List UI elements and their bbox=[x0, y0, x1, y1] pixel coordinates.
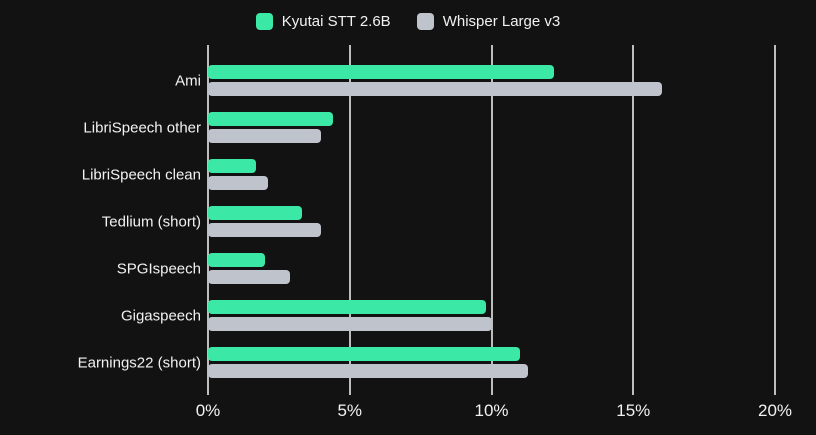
x-tick-label: 10% bbox=[474, 401, 509, 420]
category-label: Gigaspeech bbox=[120, 307, 201, 324]
gridline-5% bbox=[348, 45, 351, 395]
bar-whisper bbox=[208, 364, 529, 378]
category-label: LibriSpeech clean bbox=[81, 166, 201, 183]
category-label: Tedlium (short) bbox=[101, 213, 201, 230]
bar-whisper bbox=[208, 82, 662, 96]
legend-item-kyutai: Kyutai STT 2.6B bbox=[255, 12, 391, 30]
bar-group-gigaspeech: Gigaspeech bbox=[121, 300, 775, 331]
bar-kyutai bbox=[208, 65, 554, 79]
bar-whisper bbox=[208, 270, 291, 284]
legend-label-whisper: Whisper Large v3 bbox=[442, 12, 561, 30]
bar-whisper bbox=[208, 129, 322, 143]
category-label: LibriSpeech other bbox=[83, 119, 201, 136]
legend-item-whisper: Whisper Large v3 bbox=[416, 12, 561, 30]
legend-swatch-whisper-icon bbox=[416, 12, 434, 30]
bar-group-librispeech-clean: LibriSpeech clean bbox=[82, 159, 775, 190]
bar-whisper bbox=[208, 223, 322, 237]
gridline-10% bbox=[490, 45, 493, 395]
bar-group-earnings22-short-: Earnings22 (short) bbox=[78, 347, 775, 378]
gridline-20% bbox=[774, 45, 776, 395]
x-tick-label: 5% bbox=[337, 401, 363, 420]
x-tick-label: 0% bbox=[195, 401, 221, 420]
gridline-0% bbox=[207, 45, 209, 395]
legend: Kyutai STT 2.6B Whisper Large v3 bbox=[0, 7, 816, 35]
bar-kyutai bbox=[208, 112, 333, 126]
legend-swatch-kyutai-icon bbox=[255, 12, 273, 30]
category-label: Ami bbox=[175, 72, 201, 89]
category-label: Earnings22 (short) bbox=[77, 354, 201, 371]
x-tick-label: 20% bbox=[757, 401, 793, 420]
bar-group-spgispeech: SPGIspeech bbox=[117, 253, 775, 284]
legend-label-kyutai: Kyutai STT 2.6B bbox=[281, 12, 391, 30]
bar-kyutai bbox=[208, 206, 302, 220]
bar-group-ami: Ami bbox=[175, 65, 775, 96]
bar-kyutai bbox=[208, 159, 257, 173]
bar-kyutai bbox=[208, 300, 486, 314]
category-label: SPGIspeech bbox=[116, 260, 201, 277]
bar-whisper bbox=[208, 317, 492, 331]
bar-kyutai bbox=[208, 253, 265, 267]
bar-group-tedlium-short-: Tedlium (short) bbox=[102, 206, 775, 237]
x-tick-label: 15% bbox=[616, 401, 651, 420]
bar-whisper bbox=[208, 176, 268, 190]
plot-area: 0% 5% 10% 15% 20% Ami LibriSpeech other LibriSp… bbox=[78, 45, 792, 420]
bar-kyutai bbox=[208, 347, 520, 361]
bar-group-librispeech-other: LibriSpeech other bbox=[83, 112, 775, 143]
gridline-15% bbox=[632, 45, 635, 395]
